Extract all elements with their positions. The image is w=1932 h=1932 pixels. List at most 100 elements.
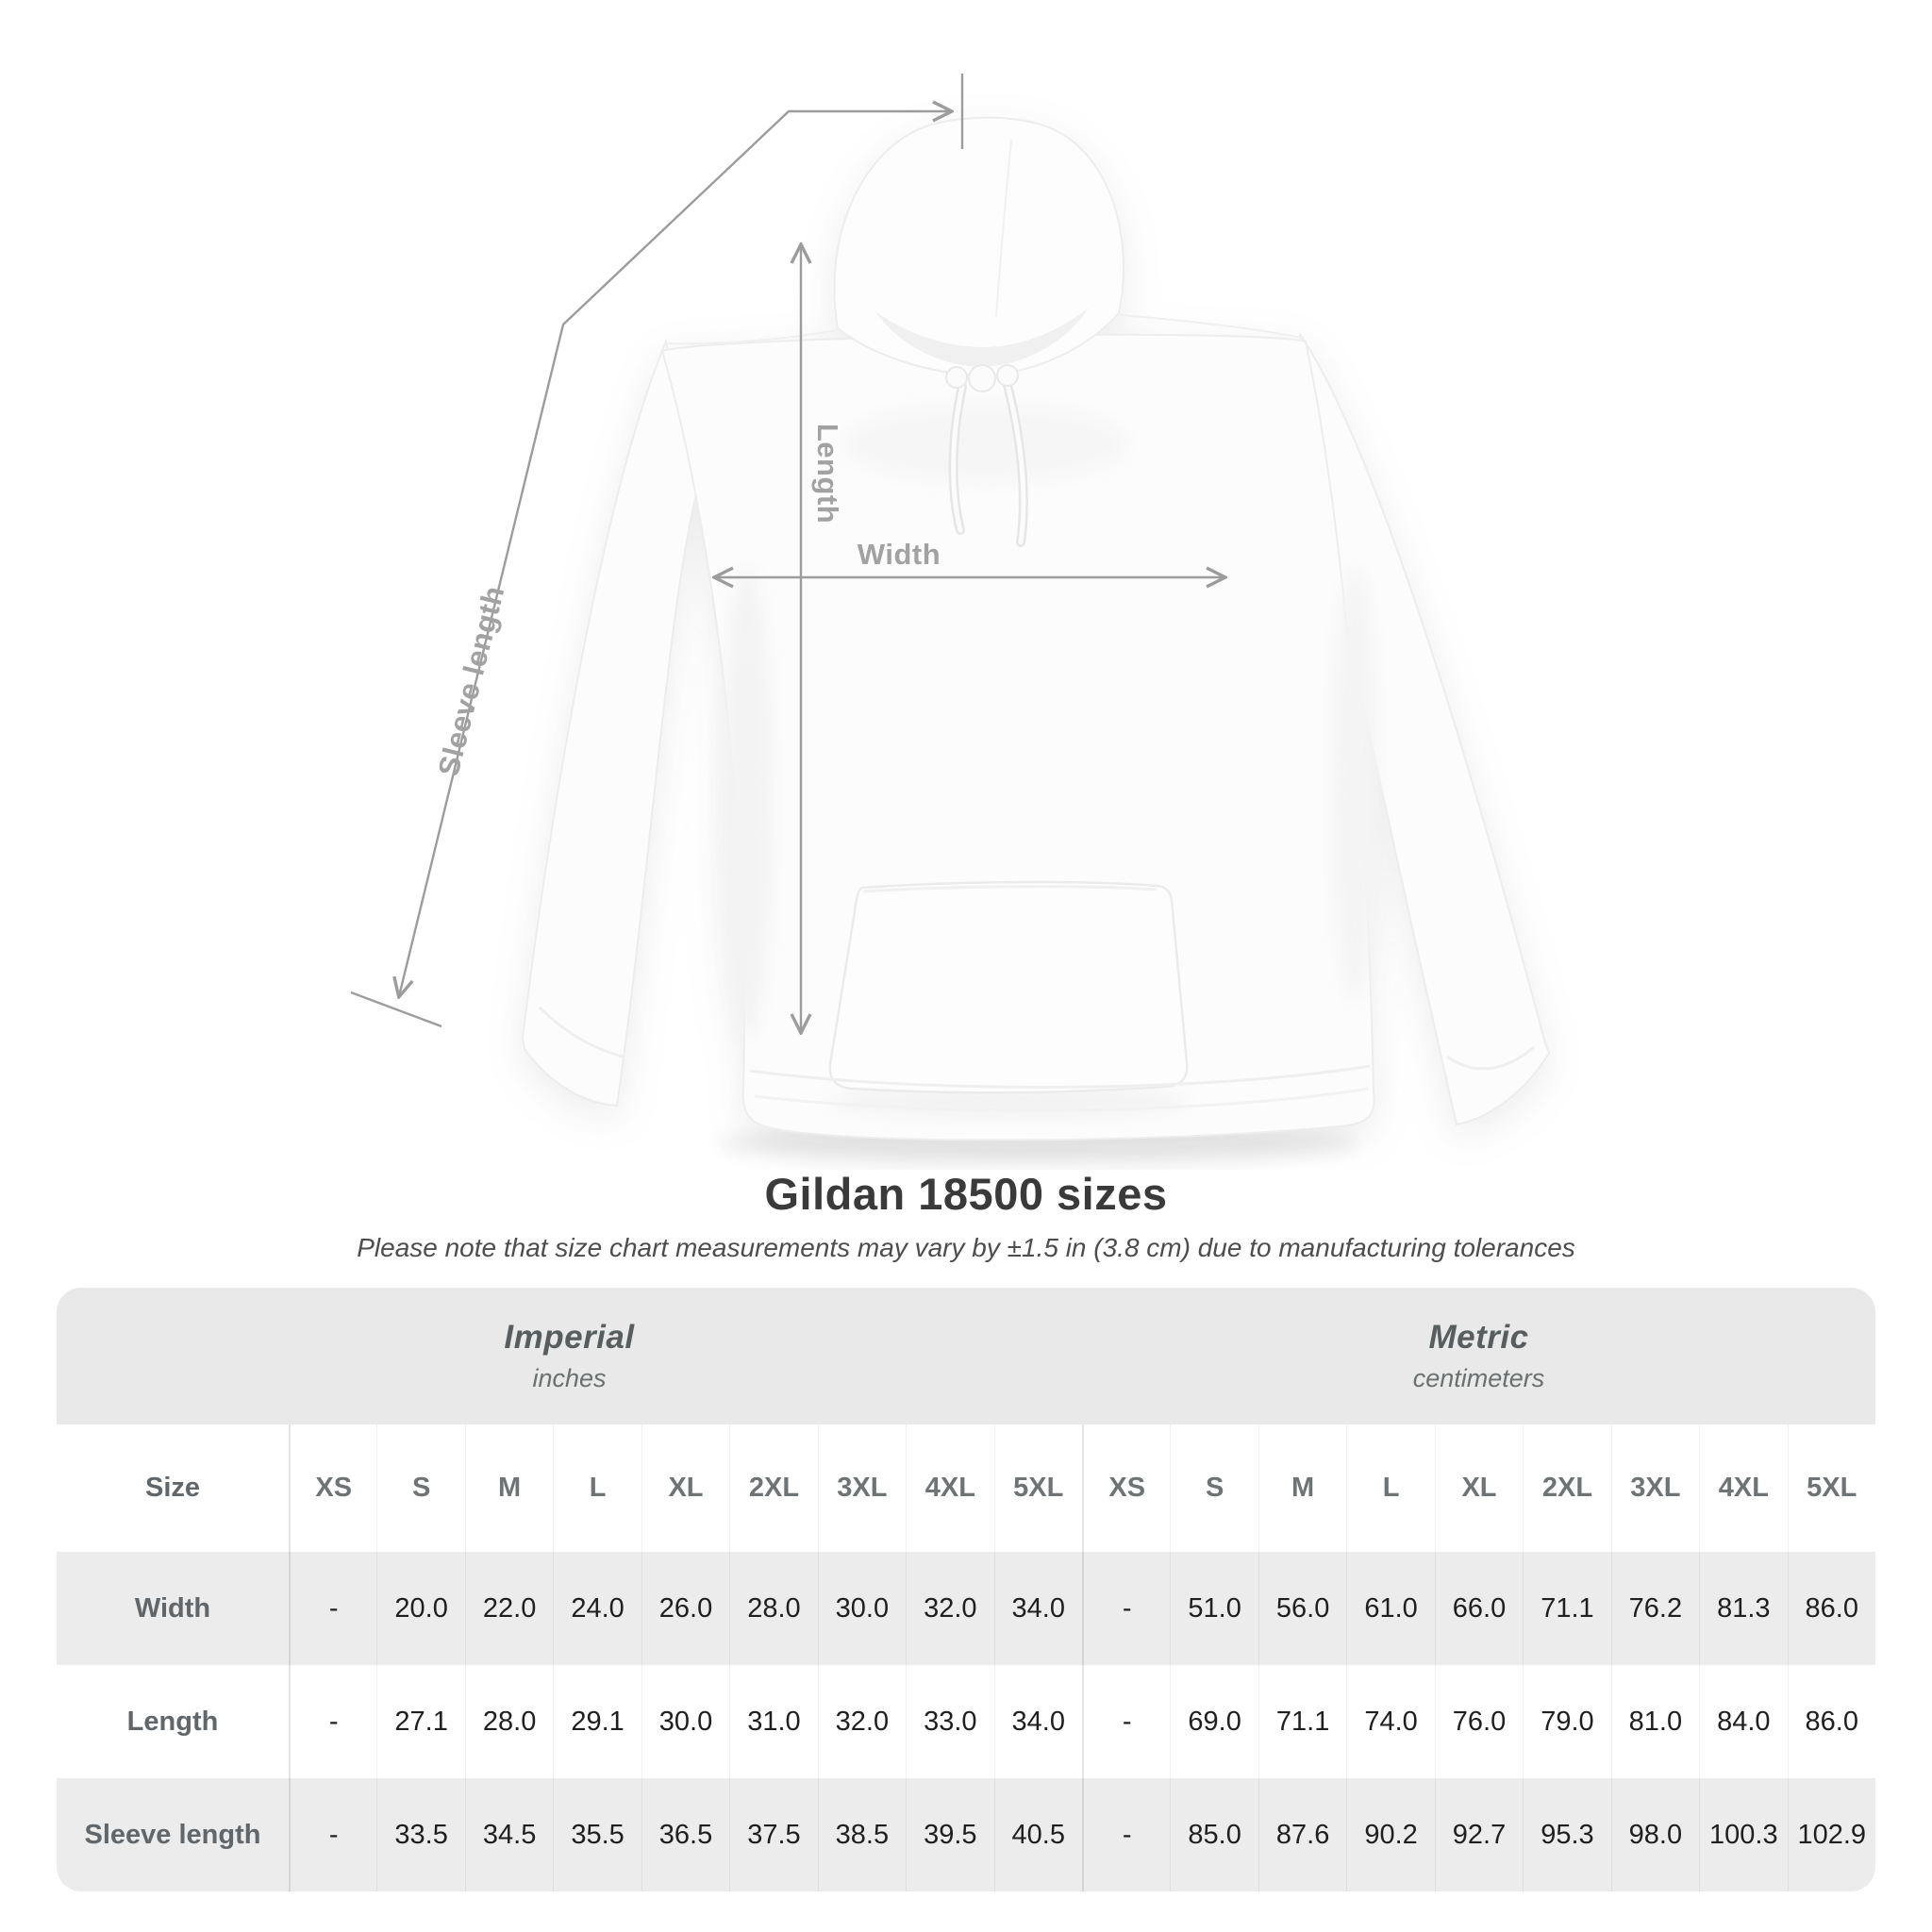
left-sleeve	[521, 338, 700, 1108]
row-label-width: Width	[134, 1592, 211, 1624]
size-header-cell: S	[376, 1424, 464, 1552]
size-header-row: Size XS S M L XL 2XL 3XL 4XL 5XL XS S M …	[57, 1424, 1875, 1552]
size-header-cell: L	[1346, 1424, 1434, 1552]
imperial-title: Imperial	[504, 1319, 635, 1356]
value-cell: 33.0	[906, 1665, 993, 1778]
size-header-cell: 3XL	[817, 1424, 906, 1552]
size-header-cell: XL	[1434, 1424, 1523, 1552]
value-cell: 32.0	[906, 1552, 993, 1665]
hem-ribbing-line	[754, 1087, 1369, 1112]
value-cell: 71.1	[1257, 1665, 1346, 1778]
sleeve-length-cuff-tick	[350, 991, 442, 1028]
value-cell: 24.0	[553, 1552, 641, 1665]
value-cell: 35.5	[553, 1778, 641, 1891]
size-header-cell: 5XL	[1787, 1424, 1875, 1552]
hoodie-measurement-diagram: Sleeve length Length Width	[350, 74, 1551, 1164]
value-cell: 26.0	[641, 1552, 729, 1665]
length-label: Length	[811, 423, 844, 525]
hoodie-illustration	[350, 74, 1551, 1164]
row-label-sleeve-length: Sleeve length	[84, 1819, 261, 1850]
size-column-header: Size	[144, 1473, 201, 1503]
value-cell: 31.0	[729, 1665, 817, 1778]
value-cell: 86.0	[1787, 1665, 1875, 1778]
value-cell: -	[1081, 1552, 1170, 1665]
size-header-cell: S	[1170, 1424, 1257, 1552]
value-cell: 71.1	[1523, 1552, 1610, 1665]
value-cell: 34.0	[993, 1665, 1082, 1778]
size-header-cell: 5XL	[993, 1424, 1082, 1552]
value-cell: 38.5	[817, 1778, 906, 1891]
left-cuff-ribbing	[538, 1006, 624, 1058]
kangaroo-pocket	[828, 880, 1189, 1094]
hood	[833, 116, 1124, 377]
size-header-cell: XS	[289, 1424, 376, 1552]
size-header-cell: M	[464, 1424, 553, 1552]
value-cell: 40.5	[993, 1778, 1082, 1891]
size-header-cell: XS	[1081, 1424, 1170, 1552]
value-cell: 20.0	[376, 1552, 464, 1665]
metric-title: Metric	[1428, 1319, 1529, 1356]
unit-band: Imperial inches Metric centimeters	[57, 1288, 1875, 1424]
size-table: Imperial inches Metric centimeters Size …	[57, 1288, 1875, 1891]
page-subtitle: Please note that size chart measurements…	[357, 1233, 1575, 1262]
value-cell: 79.0	[1523, 1665, 1610, 1778]
value-cell: -	[289, 1552, 376, 1665]
imperial-band: Imperial inches	[57, 1288, 1082, 1424]
value-cell: -	[1081, 1778, 1170, 1891]
value-cell: 36.5	[641, 1778, 729, 1891]
width-label: Width	[857, 538, 941, 571]
value-cell: 102.9	[1787, 1778, 1875, 1891]
value-cell: 84.0	[1699, 1665, 1787, 1778]
value-cell: 86.0	[1787, 1552, 1875, 1665]
size-header-cell: XL	[641, 1424, 729, 1552]
value-cell: 76.0	[1434, 1665, 1523, 1778]
metric-unit: centimeters	[1412, 1364, 1545, 1392]
value-cell: 39.5	[906, 1778, 993, 1891]
right-shoulder-seam	[1120, 314, 1303, 339]
size-header-cell: 2XL	[1523, 1424, 1610, 1552]
value-cell: 51.0	[1170, 1552, 1257, 1665]
metric-band: Metric centimeters	[1082, 1288, 1875, 1424]
value-cell: 76.2	[1610, 1552, 1699, 1665]
size-header-cell: 3XL	[1610, 1424, 1699, 1552]
size-header-cell: 4XL	[906, 1424, 993, 1552]
value-cell: 74.0	[1346, 1665, 1434, 1778]
value-cell: 28.0	[729, 1552, 817, 1665]
value-cell: 33.5	[376, 1778, 464, 1891]
right-sleeve	[1299, 333, 1551, 1126]
value-cell: 92.7	[1434, 1778, 1523, 1891]
value-cell: 81.3	[1699, 1552, 1787, 1665]
value-cell: 69.0	[1170, 1665, 1257, 1778]
value-cell: 27.1	[376, 1665, 464, 1778]
value-cell: 90.2	[1346, 1778, 1434, 1891]
value-cell: 37.5	[729, 1778, 817, 1891]
hood-seam	[995, 139, 1012, 318]
value-cell: 100.3	[1699, 1778, 1787, 1891]
sleeve-length-arrow	[399, 111, 951, 996]
measurement-lines	[350, 74, 1224, 1032]
imperial-unit: inches	[532, 1364, 607, 1392]
size-header-cell: 4XL	[1699, 1424, 1787, 1552]
row-label-length: Length	[126, 1706, 219, 1737]
value-cell: 85.0	[1170, 1778, 1257, 1891]
hoodie-garment	[521, 116, 1551, 1141]
value-cell: 28.0	[464, 1665, 553, 1778]
value-cell: 29.1	[553, 1665, 641, 1778]
value-cell: 56.0	[1257, 1552, 1346, 1665]
value-cell: 61.0	[1346, 1552, 1434, 1665]
length-row: Length - 27.1 28.0 29.1 30.0 31.0 32.0 3…	[57, 1665, 1875, 1778]
value-cell: 95.3	[1523, 1778, 1610, 1891]
hem-ribbing	[749, 1064, 1371, 1089]
size-header-cell: L	[553, 1424, 641, 1552]
value-cell: -	[1081, 1665, 1170, 1778]
value-cell: -	[289, 1665, 376, 1778]
value-cell: 98.0	[1610, 1778, 1699, 1891]
value-cell: 66.0	[1434, 1552, 1523, 1665]
value-cell: 22.0	[464, 1552, 553, 1665]
value-cell: 30.0	[817, 1552, 906, 1665]
value-cell: 34.0	[993, 1552, 1082, 1665]
sleeve-length-row: Sleeve length - 33.5 34.5 35.5 36.5 37.5…	[57, 1778, 1875, 1891]
value-cell: 30.0	[641, 1665, 729, 1778]
value-cell: -	[289, 1778, 376, 1891]
